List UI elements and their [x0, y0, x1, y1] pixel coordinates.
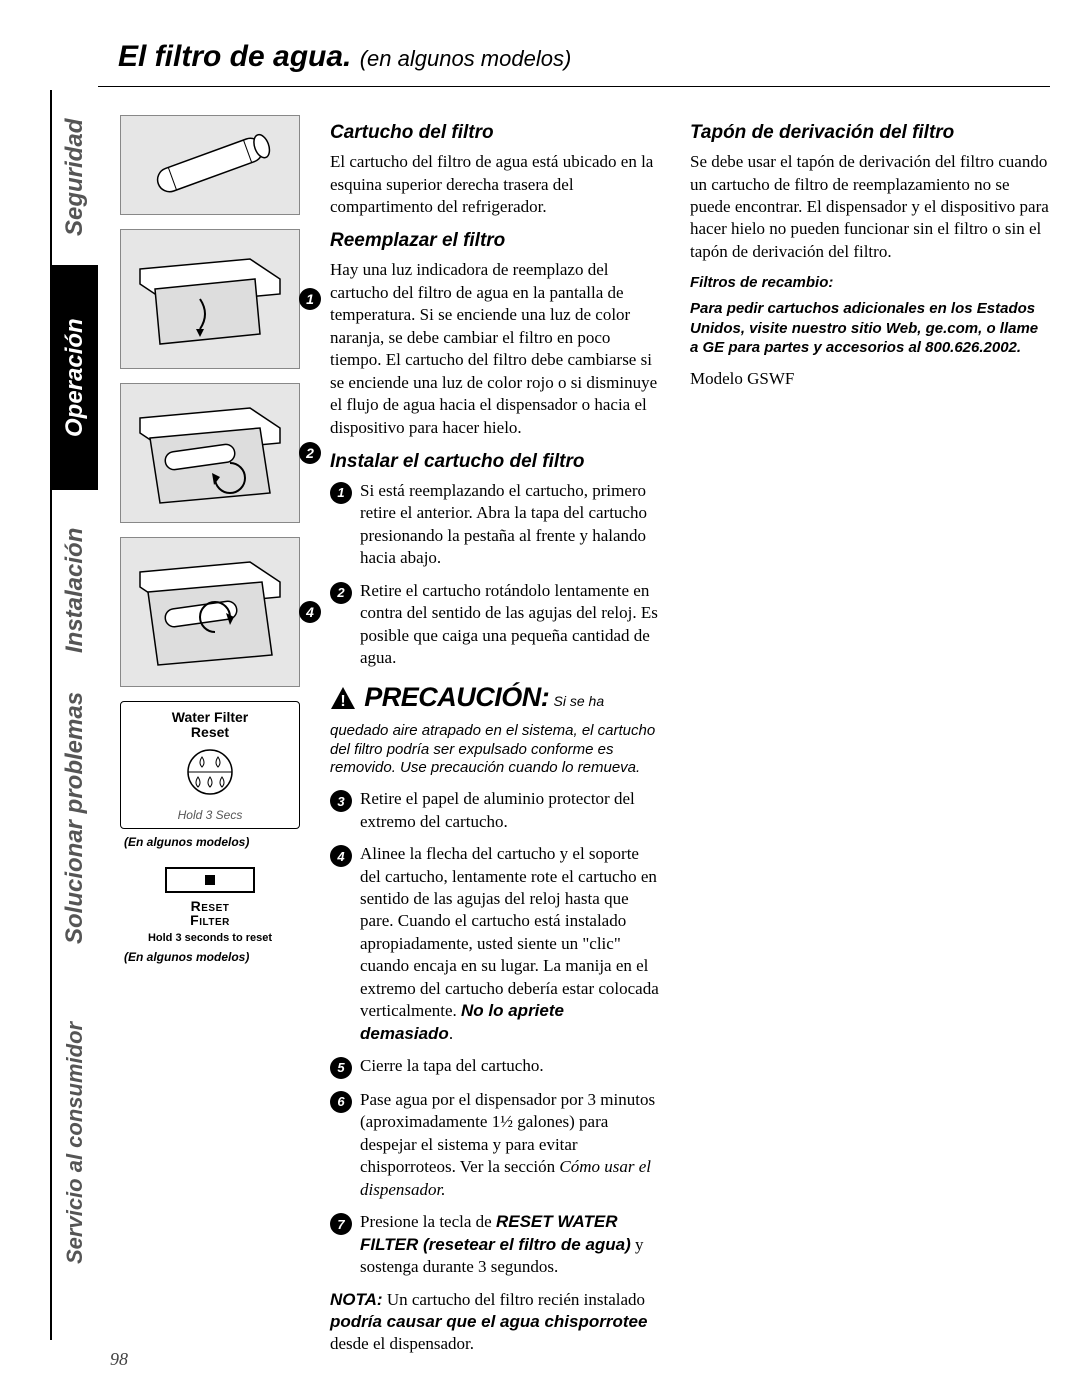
svg-text:!: ! [340, 693, 345, 710]
side-tabs: Seguridad Operación Instalación Solucion… [50, 90, 98, 1340]
illus-step-2: 2 [120, 383, 300, 523]
caption-2: (En algunos modelos) [124, 950, 302, 964]
tab-operacion[interactable]: Operación [50, 265, 98, 490]
h-cartucho: Cartucho del filtro [330, 120, 660, 145]
step-7-text: Presione la tecla de RESET WATER FILTER … [360, 1211, 660, 1278]
h-tapon: Tapón de derivación del filtro [690, 120, 1050, 145]
step-4: 4 Alinee la flecha del cartucho y el sop… [330, 843, 660, 1045]
reset-panel-drops: Water Filter Reset Hold 3 Secs [120, 701, 300, 829]
step-num-1: 1 [330, 482, 352, 504]
step-6: 6 Pase agua por el dispensador por 3 min… [330, 1089, 660, 1201]
step-7: 7 Presione la tecla de RESET WATER FILTE… [330, 1211, 660, 1278]
page-title: El filtro de agua. (en algunos modelos) [118, 40, 571, 80]
step-badge-1: 1 [299, 288, 321, 310]
page: Seguridad Operación Instalación Solucion… [50, 40, 1050, 1370]
nota-b: podría causar que el agua chisporrotee [330, 1312, 647, 1331]
page-number: 98 [110, 1349, 128, 1370]
drops-icon [180, 747, 240, 797]
illus-cartridge [120, 115, 300, 215]
step-num-3: 3 [330, 790, 352, 812]
step-2-text: Retire el cartucho rotándolo lentamente … [360, 580, 660, 670]
step-num-7: 7 [330, 1213, 352, 1235]
column-1: Cartucho del filtro El cartucho del filt… [330, 110, 660, 1366]
modelo: Modelo GSWF [690, 368, 1050, 390]
step-2: 2 Retire el cartucho rotándolo lentament… [330, 580, 660, 670]
title-main: El filtro de agua. [118, 40, 351, 73]
step-5: 5 Cierre la tapa del cartucho. [330, 1055, 660, 1079]
step-num-2: 2 [330, 582, 352, 604]
reset-panel-button: Reset Filter Hold 3 seconds to reset [120, 867, 300, 944]
step-3: 3 Retire el papel de aluminio protector … [330, 788, 660, 833]
step-1-text: Si está reemplazando el cartucho, primer… [360, 480, 660, 570]
step-3-text: Retire el papel de aluminio protector de… [360, 788, 660, 833]
p-tapon: Se debe usar el tapón de derivación del … [690, 151, 1050, 263]
reset1-hold: Hold 3 Secs [125, 808, 295, 822]
caution-body: quedado aire atrapado en el sistema, el … [330, 722, 660, 778]
tab-instalacion[interactable]: Instalación [50, 490, 98, 690]
column-2: Tapón de derivación del filtro Se debe u… [690, 110, 1050, 400]
install-steps: 1 Si está reemplazando el cartucho, prim… [330, 480, 660, 670]
caution-word: PRECAUCIÓN: [364, 682, 549, 712]
reset2-line1: Reset [120, 899, 300, 914]
caution-heading: ! PRECAUCIÓN: Si se ha [330, 680, 660, 716]
step-badge-4: 4 [299, 601, 321, 623]
illus-step-1: 1 [120, 229, 300, 369]
tab-seguridad[interactable]: Seguridad [50, 90, 98, 265]
install-steps-cont: 3 Retire el papel de aluminio protector … [330, 788, 660, 1278]
step-4-text: Alinee la flecha del cartucho y el sopor… [360, 843, 660, 1045]
nota-a: Un cartucho del filtro recién instalado [383, 1290, 645, 1309]
cartridge-icon [130, 125, 290, 205]
h-reemplazar: Reemplazar el filtro [330, 228, 660, 253]
p-cartucho: El cartucho del filtro de agua está ubic… [330, 151, 660, 218]
title-rule [98, 86, 1050, 87]
p-reemplazar: Hay una luz indicadora de reemplazo del … [330, 259, 660, 439]
caution-tail: Si se ha [554, 693, 605, 709]
tab-solucionar[interactable]: Solucionar problemas [50, 690, 98, 945]
step-4-a: Alinee la flecha del cartucho y el sopor… [360, 844, 659, 1020]
holder-remove-icon [130, 393, 290, 513]
holder-open-icon [130, 239, 290, 359]
reset2-line2: Filter [120, 913, 300, 928]
step-num-4: 4 [330, 845, 352, 867]
step-4-dot: . [449, 1024, 453, 1043]
reset1-line1: Water Filter [125, 710, 295, 725]
step-5-text: Cierre la tapa del cartucho. [360, 1055, 660, 1079]
illus-step-4: 4 [120, 537, 300, 687]
nota: NOTA: Un cartucho del filtro recién inst… [330, 1289, 660, 1356]
led-icon [205, 875, 215, 885]
step-num-5: 5 [330, 1057, 352, 1079]
reset2-hold: Hold 3 seconds to reset [120, 932, 300, 944]
step-badge-2: 2 [299, 442, 321, 464]
nota-c: desde el dispensador. [330, 1334, 474, 1353]
step-1: 1 Si está reemplazando el cartucho, prim… [330, 480, 660, 570]
step-7-a: Presione la tecla de [360, 1212, 496, 1231]
filtros-header: Filtros de recambio: [690, 273, 1050, 293]
step-6-text: Pase agua por el dispensador por 3 minut… [360, 1089, 660, 1201]
tab-servicio[interactable]: Servicio al consumidor [50, 945, 98, 1340]
step-num-6: 6 [330, 1091, 352, 1113]
title-sub: (en algunos modelos) [360, 46, 572, 71]
illustration-column: 1 2 4 Water Filter Reset [120, 115, 302, 982]
holder-install-icon [130, 547, 290, 677]
warning-icon: ! [330, 686, 356, 716]
nota-label: NOTA: [330, 1290, 383, 1309]
caption-1: (En algunos modelos) [124, 835, 302, 849]
h-instalar: Instalar el cartucho del filtro [330, 449, 660, 474]
filtros-body: Para pedir cartuchos adicionales en los … [690, 299, 1050, 358]
reset1-line2: Reset [125, 725, 295, 740]
reset-led-box [165, 867, 255, 893]
